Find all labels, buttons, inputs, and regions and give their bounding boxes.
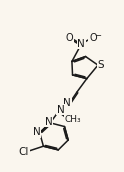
Text: N: N bbox=[45, 117, 53, 127]
Text: Cl: Cl bbox=[19, 147, 29, 157]
Text: CH₃: CH₃ bbox=[65, 115, 81, 124]
Text: N: N bbox=[33, 127, 40, 137]
Text: N: N bbox=[77, 39, 85, 49]
Text: S: S bbox=[97, 60, 104, 70]
Text: N: N bbox=[57, 105, 64, 115]
Text: O: O bbox=[66, 33, 73, 43]
Text: O: O bbox=[89, 33, 97, 43]
Text: N: N bbox=[63, 98, 71, 108]
Text: −: − bbox=[94, 31, 101, 40]
